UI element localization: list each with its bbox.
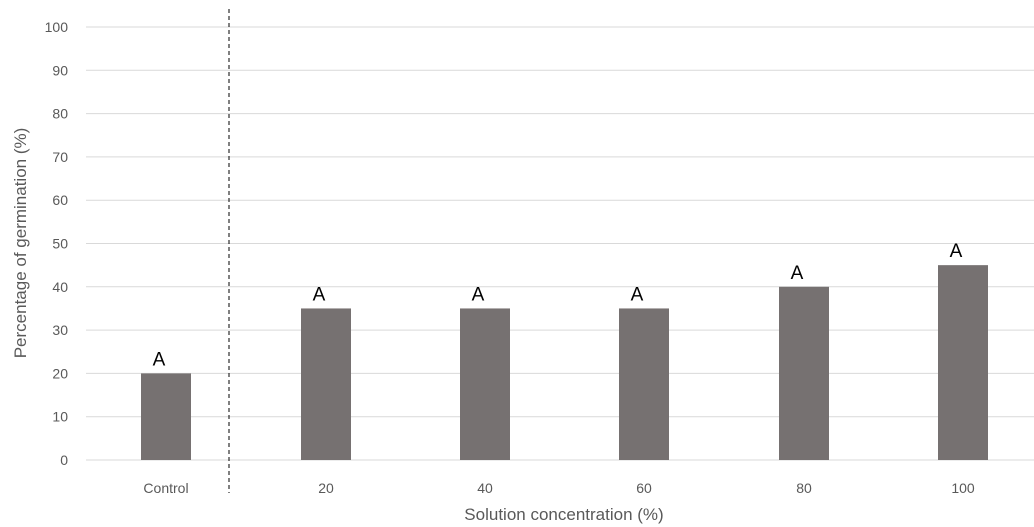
x-tick-labels: Control 20 40 60 80 100	[143, 480, 974, 496]
bar	[141, 373, 191, 460]
y-tick-label: 50	[52, 236, 68, 252]
x-tick-label: 100	[951, 480, 975, 496]
x-tick-label: 80	[796, 480, 812, 496]
bar	[460, 308, 510, 460]
data-label: A	[791, 263, 804, 284]
bar	[301, 308, 351, 460]
bar	[938, 265, 988, 460]
data-label: A	[472, 284, 485, 305]
bar	[619, 308, 669, 460]
y-tick-label: 0	[60, 452, 68, 468]
x-tick-label: 40	[477, 480, 493, 496]
bar	[779, 286, 829, 460]
y-tick-label: 80	[52, 106, 68, 122]
y-tick-label: 20	[52, 365, 68, 381]
y-axis-title: Percentage of germination (%)	[11, 128, 30, 359]
y-tick-label: 100	[45, 19, 69, 35]
bars	[141, 265, 988, 460]
y-tick-labels: 0 10 20 30 40 50 60 70 80 90 100	[45, 19, 69, 468]
y-tick-label: 10	[52, 409, 68, 425]
data-label: A	[950, 241, 963, 262]
x-tick-label: Control	[143, 480, 188, 496]
data-label: A	[313, 284, 326, 305]
y-tick-label: 70	[52, 149, 68, 165]
y-tick-label: 30	[52, 322, 68, 338]
y-tick-label: 60	[52, 192, 68, 208]
x-tick-label: 60	[636, 480, 652, 496]
gridlines	[86, 26, 1034, 461]
data-label: A	[153, 349, 166, 370]
y-tick-label: 90	[52, 62, 68, 78]
data-labels: A A A A A A	[153, 241, 963, 370]
x-axis-title: Solution concentration (%)	[464, 505, 663, 524]
x-tick-label: 20	[318, 480, 334, 496]
y-tick-label: 40	[52, 279, 68, 295]
data-label: A	[631, 284, 644, 305]
